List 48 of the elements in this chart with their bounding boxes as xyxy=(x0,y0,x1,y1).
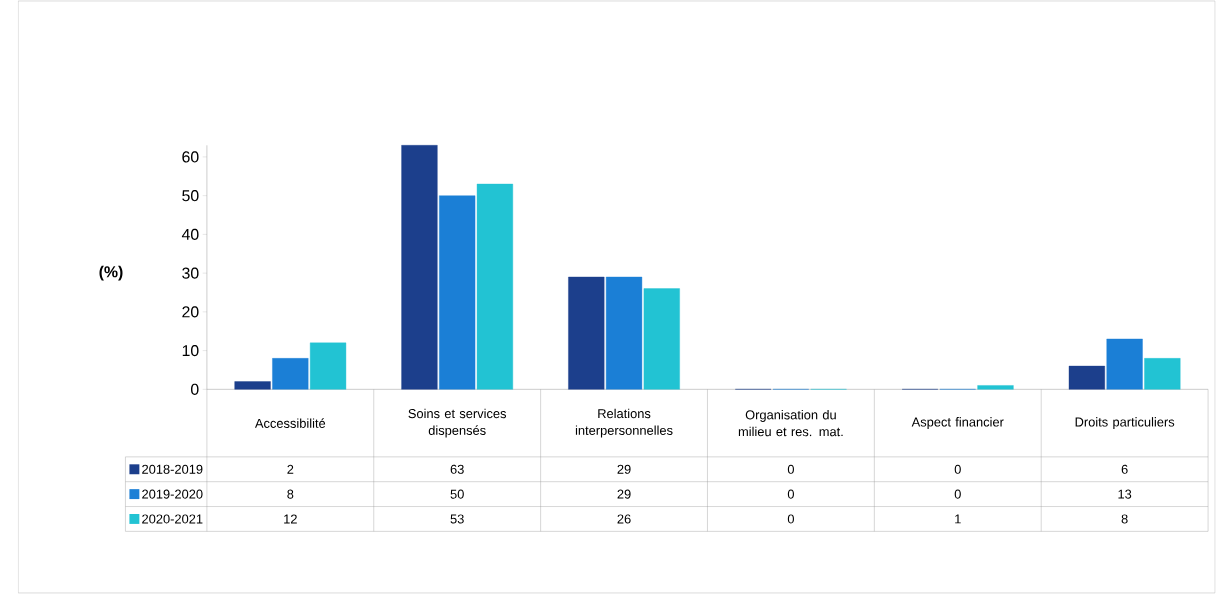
y-tick-label: 40 xyxy=(181,228,199,241)
data-label: 63 xyxy=(450,464,464,474)
bar xyxy=(643,288,680,390)
data-label: 29 xyxy=(617,489,631,499)
data-label: 13 xyxy=(1118,489,1132,499)
y-tick-label: 60 xyxy=(182,151,199,163)
x-tick-label: Relations interpersonnelles xyxy=(575,408,673,438)
data-label: 26 xyxy=(617,514,631,524)
bar xyxy=(568,276,605,390)
bar xyxy=(272,358,309,390)
bar xyxy=(1144,358,1181,390)
x-tick-label: Accessibilité xyxy=(254,418,326,428)
data-label: 0 xyxy=(954,489,961,499)
bar xyxy=(1068,365,1105,390)
y-tick-label: 30 xyxy=(182,267,199,279)
x-tick-label: Organisation du milieu et res. mat. xyxy=(738,409,843,437)
data-label: 2 xyxy=(287,464,294,474)
x-tick-label: Soins et services dispensés xyxy=(408,408,507,438)
x-tick-label: Aspect financier xyxy=(911,417,1004,430)
data-label: 12 xyxy=(284,514,297,524)
data-label: 29 xyxy=(617,464,631,474)
bar xyxy=(401,145,438,390)
data-label: 8 xyxy=(287,489,294,499)
data-label: 50 xyxy=(450,489,464,499)
legend-label: 2019-2020 xyxy=(142,489,203,499)
data-label: 0 xyxy=(954,464,961,474)
bar xyxy=(234,381,271,390)
y-tick-label: 0 xyxy=(190,383,199,395)
data-label: 1 xyxy=(955,514,961,524)
bar xyxy=(605,276,643,390)
bar xyxy=(309,342,347,390)
y-tick-label: 10 xyxy=(182,345,199,357)
data-label: 0 xyxy=(787,514,794,524)
y-tick-label: 20 xyxy=(182,306,199,318)
bar xyxy=(476,183,513,390)
x-tick-label: Droits particuliers xyxy=(1075,417,1175,430)
bar xyxy=(439,195,476,390)
y-axis-title: (%) xyxy=(99,265,123,281)
legend-label: 2020-2021 xyxy=(142,514,203,524)
y-tick-label: 50 xyxy=(182,190,199,202)
data-label: 0 xyxy=(787,464,794,474)
data-label: 8 xyxy=(1121,514,1128,524)
data-label: 6 xyxy=(1121,464,1128,474)
data-label: 53 xyxy=(450,514,464,524)
bar xyxy=(1106,338,1143,390)
data-label: 0 xyxy=(787,489,794,499)
bar xyxy=(977,385,1014,390)
legend-label: 2018-2019 xyxy=(142,464,203,474)
